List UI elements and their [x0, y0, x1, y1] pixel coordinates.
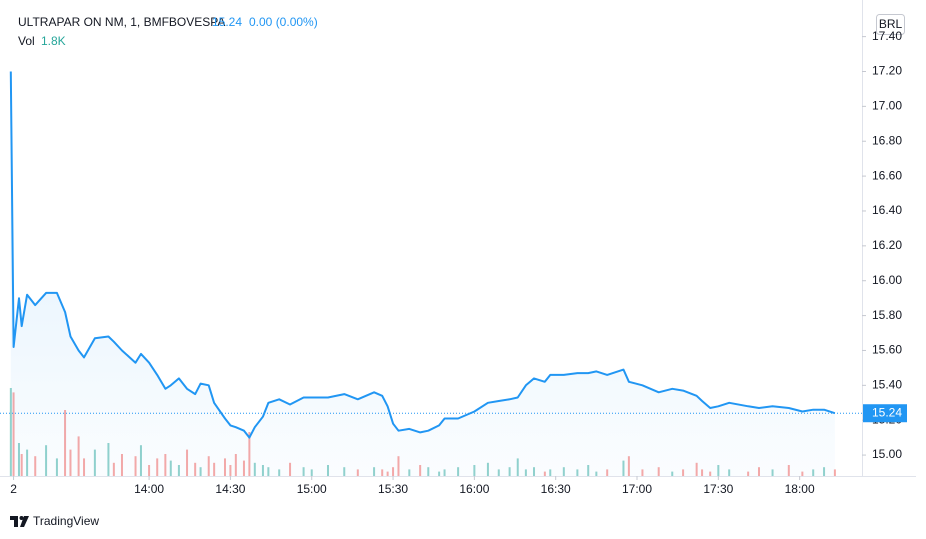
last-value: 15.24 [212, 15, 242, 29]
x-tick-label: 16:00 [459, 482, 489, 496]
x-tick-label: 16:30 [541, 482, 571, 496]
y-tick-label: 16.40 [872, 203, 902, 217]
symbol: ULTRAPAR ON NM, 1, BMFBOVESPA [18, 15, 225, 29]
x-tick-label: 14:30 [215, 482, 245, 496]
volume-title: Vol [18, 34, 35, 48]
currency-box[interactable] [876, 14, 905, 35]
y-tick-label: 17.20 [872, 64, 902, 78]
currency[interactable]: BRL [879, 17, 903, 31]
price-area [10, 71, 835, 476]
x-tick-label: 17:30 [703, 482, 733, 496]
brand[interactable]: TradingView [33, 514, 99, 528]
y-tick-label: 16.60 [872, 168, 902, 182]
plot-area [0, 71, 862, 476]
volume-last: 1.8K [41, 34, 66, 48]
y-tick-label: 16.20 [872, 238, 902, 252]
y-tick-label: 15.40 [872, 378, 902, 392]
y-tick-label: 15.80 [872, 308, 902, 322]
brand-logo [10, 516, 29, 527]
change: 0.00 (0.00%) [249, 15, 318, 29]
price-line [9, 71, 836, 439]
y-tick-label: 15.00 [872, 447, 902, 461]
x-tick-label: 14:00 [134, 482, 164, 496]
y-tick-label: 17.00 [872, 99, 902, 113]
y-tick-label: 15.60 [872, 343, 902, 357]
x-tick-label: 15:30 [378, 482, 408, 496]
x-tick-label: 15:00 [297, 482, 327, 496]
y-tick-label: 16.80 [872, 133, 902, 147]
x-tick-label: 2 [10, 482, 17, 496]
y-tick-label: 17.40 [872, 29, 902, 43]
x-tick-label: 17:00 [622, 482, 652, 496]
y-tick-label: 16.00 [872, 273, 902, 287]
last-price-badge [863, 404, 907, 423]
last-price-label: 15.24 [872, 405, 902, 419]
x-tick-label: 18:00 [785, 482, 815, 496]
